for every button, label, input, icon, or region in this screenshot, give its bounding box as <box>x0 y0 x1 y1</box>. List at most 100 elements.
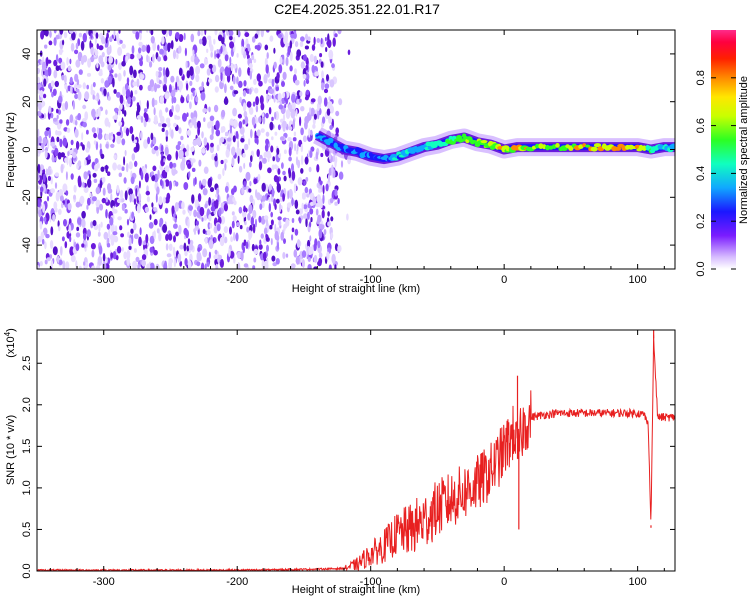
noise-speck <box>220 45 223 54</box>
noise-speck <box>312 123 316 129</box>
noise-speck <box>158 232 162 242</box>
snr-frame <box>36 329 676 572</box>
x-tick-label: 100 <box>628 274 646 286</box>
noise-speck <box>265 219 269 227</box>
noise-speck <box>300 106 305 112</box>
noise-speck <box>83 186 89 194</box>
noise-speck <box>194 176 197 185</box>
noise-speck <box>59 119 63 124</box>
noise-speck <box>213 38 216 45</box>
noise-speck <box>270 211 274 218</box>
noise-speck <box>259 239 262 246</box>
noise-speck <box>294 228 299 236</box>
noise-speck <box>189 80 193 87</box>
noise-speck <box>90 46 95 55</box>
noise-speck <box>225 149 230 158</box>
noise-speck <box>195 96 199 103</box>
noise-speck <box>100 78 105 84</box>
noise-speck <box>237 154 240 164</box>
noise-speck <box>315 202 320 208</box>
noise-speck <box>107 171 111 176</box>
noise-speck <box>40 231 45 240</box>
noise-speck <box>63 127 68 132</box>
noise-speck <box>139 74 145 80</box>
noise-speck <box>314 71 319 77</box>
noise-speck <box>208 213 212 222</box>
noise-speck <box>183 227 188 236</box>
noise-speck <box>158 79 162 85</box>
noise-speck <box>318 188 322 193</box>
colorbar-gradient <box>711 30 736 269</box>
noise-speck <box>338 171 344 180</box>
noise-speck <box>82 82 87 90</box>
noise-speck <box>165 243 169 251</box>
noise-speck <box>246 101 252 108</box>
noise-speck <box>271 187 275 198</box>
snr-line <box>37 334 675 571</box>
noise-speck <box>197 30 201 37</box>
noise-speck <box>300 36 305 42</box>
noise-speck <box>156 228 160 234</box>
noise-speck <box>244 220 247 226</box>
noise-speck <box>308 166 312 173</box>
noise-speck <box>195 74 200 83</box>
noise-speck <box>221 109 226 118</box>
noise-speck <box>251 243 255 252</box>
noise-speck <box>301 202 304 210</box>
noise-speck <box>224 162 227 171</box>
noise-speck <box>120 126 122 133</box>
noise-speck <box>159 48 164 55</box>
noise-speck <box>266 89 268 95</box>
noise-speck <box>197 193 202 202</box>
noise-speck <box>328 264 332 269</box>
noise-speck <box>113 89 117 94</box>
noise-speck <box>107 95 111 101</box>
noise-speck <box>110 135 114 140</box>
noise-speck <box>319 53 323 58</box>
noise-speck <box>223 226 229 234</box>
noise-speck <box>92 94 95 100</box>
noise-speck <box>127 95 131 105</box>
noise-speck <box>151 202 154 208</box>
noise-speck <box>131 234 134 245</box>
noise-speck <box>214 74 220 83</box>
noise-speck <box>133 198 137 206</box>
noise-speck <box>198 254 202 261</box>
noise-speck <box>62 183 68 193</box>
x-tick-label: -100 <box>360 274 382 286</box>
noise-speck <box>281 120 287 129</box>
noise-speck <box>150 30 154 36</box>
snr-background <box>37 330 675 571</box>
noise-speck <box>239 225 243 230</box>
noise-speck <box>244 143 249 151</box>
noise-speck <box>131 45 135 54</box>
noise-speck <box>229 85 234 91</box>
noise-speck <box>282 92 286 98</box>
noise-speck <box>324 37 327 42</box>
noise-speck <box>182 112 187 122</box>
noise-speck <box>53 69 58 79</box>
noise-speck <box>50 259 54 268</box>
noise-speck <box>38 135 42 144</box>
noise-speck <box>327 39 332 49</box>
noise-speck <box>325 183 329 192</box>
noise-speck <box>196 120 201 129</box>
noise-speck <box>309 150 313 158</box>
noise-speck <box>71 151 77 159</box>
noise-speck <box>37 148 41 154</box>
noise-speck <box>56 108 59 114</box>
noise-speck <box>178 45 182 54</box>
noise-speck <box>198 86 204 91</box>
noise-speck <box>246 88 250 94</box>
noise-speck <box>233 185 237 193</box>
y-tick-label: 1.5 <box>21 439 33 454</box>
noise-speck <box>117 164 122 171</box>
noise-speck <box>329 105 334 114</box>
noise-speck <box>252 101 256 107</box>
noise-speck <box>121 60 126 67</box>
noise-speck <box>295 255 300 265</box>
noise-speck <box>37 110 42 117</box>
noise-speck <box>157 169 160 180</box>
noise-speck <box>158 196 163 206</box>
noise-speck <box>201 178 207 186</box>
